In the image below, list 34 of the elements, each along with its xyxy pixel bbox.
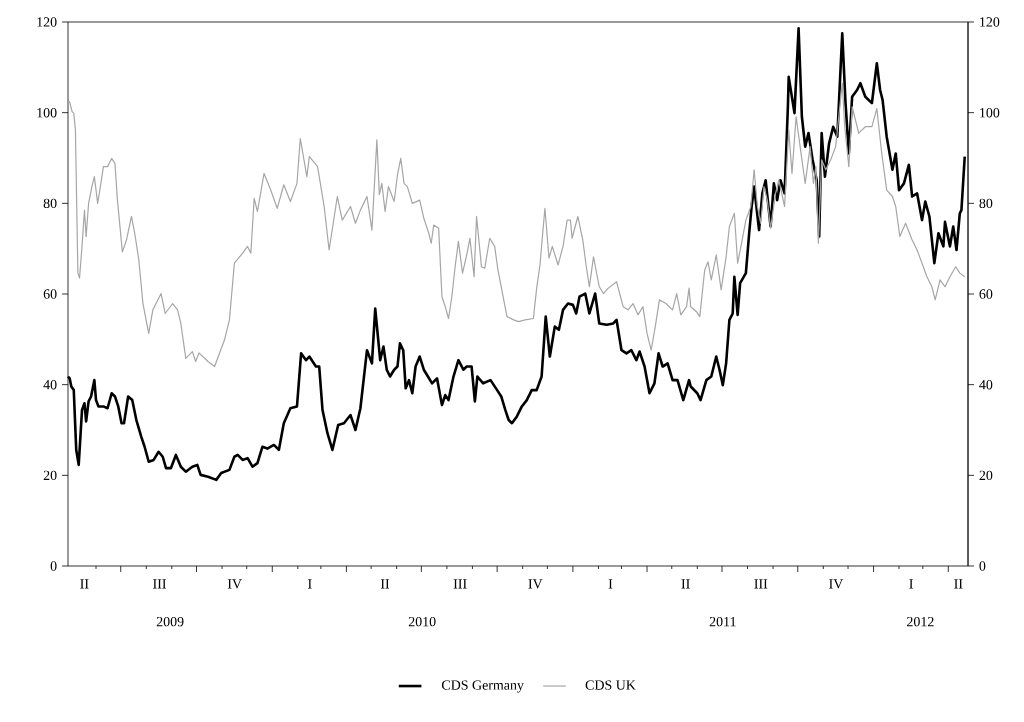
y2-tick-label: 80: [43, 198, 57, 209]
text: II: [80, 579, 89, 589]
y-tick-label: 40: [979, 379, 993, 390]
text: IV: [528, 579, 543, 589]
text: III: [754, 579, 768, 589]
y2-tick-label: 60: [43, 289, 57, 299]
y-tick-label: 100: [980, 107, 1000, 118]
x-tick-label: 2010: [408, 616, 436, 627]
legend-label: CDS Germany: [441, 680, 524, 693]
y-tick-label: 120: [980, 17, 1000, 27]
text: III: [453, 579, 467, 589]
x-tick-label: 2012: [907, 616, 934, 627]
text: I: [909, 579, 913, 589]
y2-tick-label: 40: [43, 379, 57, 390]
y2-tick-label: 0: [50, 561, 57, 571]
x-tick-label: 2009: [156, 616, 184, 627]
y-tick-label: 60: [979, 289, 993, 299]
text: I: [308, 579, 312, 589]
x-tick-label: 2011: [709, 616, 736, 627]
text: IV: [829, 579, 844, 589]
text: IV: [227, 579, 242, 589]
text: II: [380, 579, 390, 589]
text: II: [681, 579, 690, 589]
legend-label: CDS UK: [585, 680, 636, 690]
y2-tick-label: 120: [37, 17, 57, 27]
text: I: [608, 579, 613, 589]
y-tick-label: 0: [979, 561, 986, 571]
y2-tick-label: 20: [43, 470, 57, 481]
y2-tick-label: 100: [37, 107, 57, 118]
text: III: [153, 579, 166, 589]
y-tick-label: 80: [979, 198, 993, 209]
text: II: [954, 579, 963, 589]
y-tick-label: 20: [979, 470, 993, 481]
line-series: [67, 82, 966, 368]
